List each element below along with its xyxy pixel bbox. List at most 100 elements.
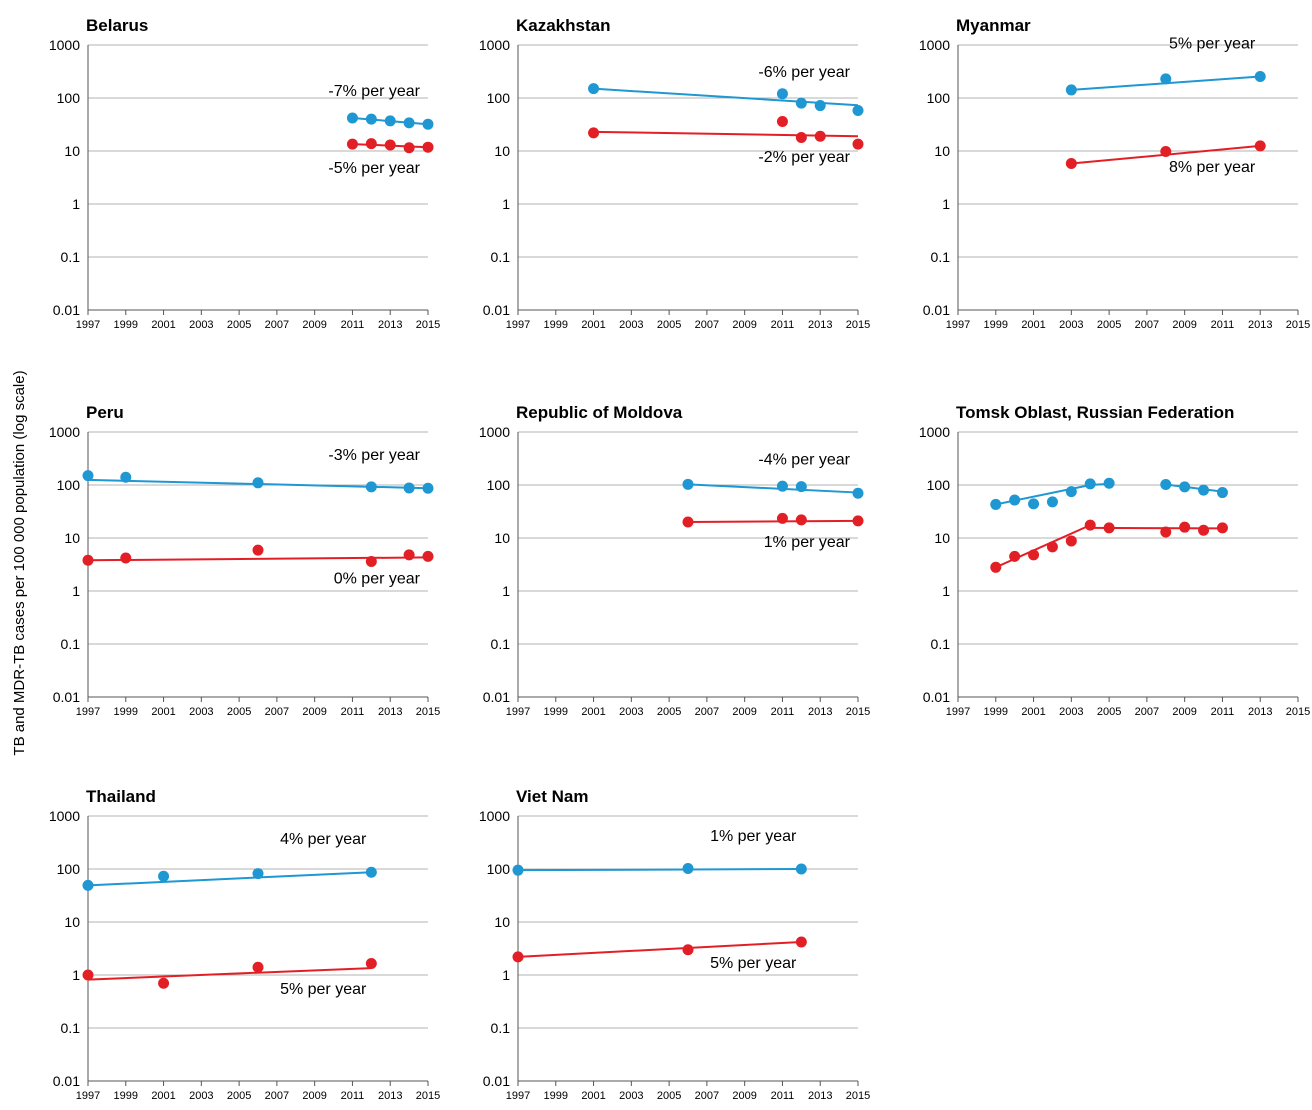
x-tick-label: 2011 — [771, 706, 795, 718]
tb-data-point — [682, 478, 694, 490]
x-tick-label: 2013 — [378, 1090, 402, 1102]
x-tick-label: 2005 — [657, 319, 681, 331]
y-tick-label: 0.1 — [931, 249, 951, 265]
mdr-data-point — [1216, 522, 1228, 534]
mdr-data-point — [1160, 145, 1172, 157]
mdr-data-point — [795, 131, 807, 143]
x-tick-label: 2003 — [189, 706, 213, 718]
x-tick-label: 1999 — [544, 706, 568, 718]
tb-data-point — [1198, 484, 1210, 496]
x-tick-label: 2009 — [732, 319, 756, 331]
mdr-data-point — [365, 556, 377, 568]
x-tick-label: 2005 — [657, 1090, 681, 1102]
tb-data-point — [82, 879, 94, 891]
tb-data-point — [512, 864, 524, 876]
panel-title: Myanmar — [956, 16, 1031, 35]
x-tick-label: 2009 — [732, 1090, 756, 1102]
y-tick-label: 100 — [487, 477, 511, 493]
tb-trend-annotation: 5% per year — [1169, 35, 1256, 52]
tb-data-point — [1160, 479, 1172, 491]
tb-trend-line — [517, 868, 802, 872]
tb-trend-annotation: 4% per year — [280, 831, 367, 848]
mdr-data-point — [365, 957, 377, 969]
x-tick-label: 1999 — [984, 319, 1008, 331]
y-tick-label: 10 — [64, 914, 80, 930]
y-tick-label: 10 — [494, 530, 510, 546]
mdr-data-point — [252, 961, 264, 973]
mdr-data-point — [1065, 535, 1077, 547]
x-tick-label: 2009 — [732, 706, 756, 718]
y-tick-label: 1000 — [49, 37, 80, 53]
x-tick-label: 2003 — [1059, 706, 1083, 718]
mdr-trend-annotation: 0% per year — [334, 570, 421, 587]
tb-data-point — [252, 868, 264, 880]
mdr-trend-line — [87, 967, 372, 981]
mdr-trend-annotation: -5% per year — [328, 160, 420, 177]
x-tick-label: 2001 — [581, 1090, 605, 1102]
x-tick-label: 2013 — [808, 706, 832, 718]
tb-data-point — [365, 113, 377, 125]
x-tick-label: 2013 — [1248, 319, 1272, 331]
tb-trend-annotation: -4% per year — [758, 452, 850, 469]
x-tick-label: 2007 — [265, 1090, 289, 1102]
y-tick-label: 0.1 — [61, 1020, 81, 1036]
y-tick-label: 0.1 — [931, 636, 951, 652]
tb-trend-line — [593, 87, 859, 107]
y-tick-label: 0.01 — [483, 1073, 510, 1089]
mdr-trend-annotation: -2% per year — [758, 149, 850, 166]
x-tick-label: 1997 — [506, 319, 530, 331]
mdr-data-point — [814, 130, 826, 142]
panel-title: Viet Nam — [516, 787, 588, 806]
mdr-data-point — [82, 554, 94, 566]
mdr-data-point — [588, 127, 600, 139]
y-tick-label: 0.1 — [61, 249, 81, 265]
x-tick-label: 2011 — [341, 706, 365, 718]
x-tick-label: 2009 — [1172, 319, 1196, 331]
x-tick-label: 1999 — [114, 319, 138, 331]
x-tick-label: 1997 — [946, 319, 970, 331]
y-tick-label: 100 — [927, 90, 951, 106]
tb-data-point — [1084, 478, 1096, 490]
panel-tomsk-oblast-russian-federation: Tomsk Oblast, Russian Federation 1000 100 1… — [919, 403, 1310, 718]
x-tick-label: 2015 — [1286, 319, 1310, 331]
y-tick-label: 1 — [942, 196, 950, 212]
mdr-data-point — [1160, 526, 1172, 538]
x-tick-label: 2013 — [808, 319, 832, 331]
mdr-data-point — [1084, 519, 1096, 531]
x-tick-label: 2007 — [1135, 319, 1159, 331]
tb-data-point — [158, 870, 170, 882]
tb-data-point — [422, 118, 434, 130]
y-tick-label: 1 — [942, 583, 950, 599]
panel-title: Republic of Moldova — [516, 403, 683, 422]
y-tick-label: 0.01 — [53, 689, 80, 705]
tb-data-point — [852, 487, 864, 499]
y-tick-label: 100 — [57, 861, 81, 877]
x-tick-label: 2011 — [1211, 706, 1235, 718]
mdr-data-point — [346, 138, 358, 150]
tb-data-point — [1046, 496, 1058, 508]
y-tick-label: 100 — [487, 861, 511, 877]
x-tick-label: 1997 — [506, 1090, 530, 1102]
y-tick-label: 10 — [64, 530, 80, 546]
y-tick-label: 1 — [502, 196, 510, 212]
tb-trend-line — [687, 483, 859, 494]
mdr-data-point — [384, 139, 396, 151]
panel-republic-of-moldova: Republic of Moldova 1000 100 10 1 0.1 0.011997… — [479, 403, 870, 718]
tb-trend-annotation: -7% per year — [328, 83, 420, 100]
x-tick-label: 1999 — [114, 1090, 138, 1102]
mdr-data-point — [252, 544, 264, 556]
mdr-data-point — [990, 561, 1002, 573]
x-tick-label: 1999 — [984, 706, 1008, 718]
tb-data-point — [1009, 494, 1021, 506]
x-tick-label: 2013 — [378, 706, 402, 718]
y-tick-label: 0.01 — [923, 302, 950, 318]
tb-data-point — [1160, 73, 1172, 85]
x-tick-label: 2015 — [1286, 706, 1310, 718]
y-tick-label: 1 — [72, 583, 80, 599]
tb-data-point — [384, 115, 396, 127]
mdr-trend-line — [593, 130, 859, 138]
x-tick-label: 2009 — [1172, 706, 1196, 718]
x-tick-label: 2007 — [265, 319, 289, 331]
x-tick-label: 2007 — [695, 319, 719, 331]
tb-data-point — [403, 482, 415, 494]
